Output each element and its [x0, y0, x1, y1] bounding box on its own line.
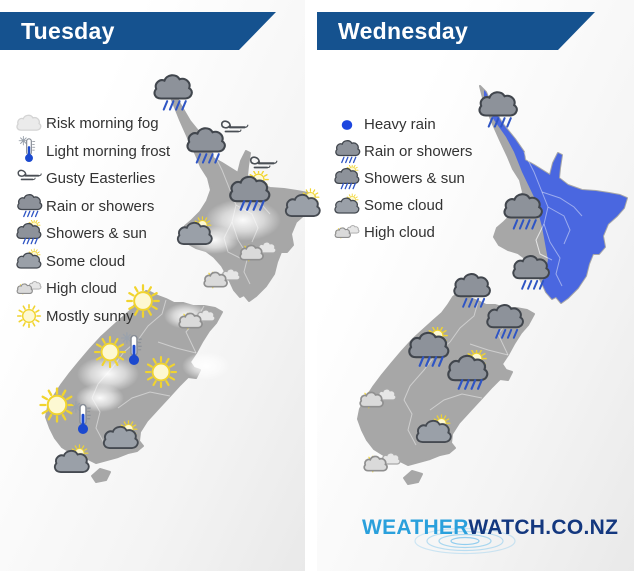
logo-text-light: WEATHER — [362, 516, 469, 539]
some-cloud-icon — [283, 186, 323, 226]
wednesday-title: Wednesday — [338, 17, 469, 44]
legend-label: High cloud — [46, 280, 117, 298]
rain-icon — [150, 71, 194, 115]
rain-icon — [509, 252, 551, 294]
rain-icon — [500, 190, 544, 234]
rain-icon — [475, 88, 519, 132]
some-cloud-icon — [101, 418, 141, 458]
legend-label: Rain or showers — [46, 197, 155, 215]
legend-label: Risk morning fog — [46, 115, 159, 133]
legend-label: Mostly sunny — [46, 307, 134, 325]
legend-label: Showers & sun — [46, 225, 147, 243]
some-cloud-icon — [12, 247, 46, 275]
logo-text-dark: WATCH.CO.NZ — [468, 516, 619, 539]
legend-wednesday: Heavy rain Rain or showers Showers & sun So… — [330, 111, 472, 246]
rain-icon — [183, 124, 227, 168]
high-cloud-icon — [361, 443, 403, 485]
legend-row: Some cloud — [12, 248, 170, 276]
legend-label: Gusty Easterlies — [46, 170, 156, 188]
rain-icon — [12, 192, 46, 220]
banner-tuesday: Tuesday — [0, 12, 276, 50]
showers-sun-icon — [445, 350, 491, 396]
frost-icon — [12, 136, 46, 166]
legend-label: Rain or showers — [364, 143, 473, 160]
sunny-icon — [141, 352, 181, 392]
high-cloud-icon — [330, 219, 364, 247]
legend-label: High cloud — [364, 224, 435, 241]
fog-icon — [12, 110, 46, 138]
legend-row: Some cloud — [330, 192, 472, 219]
showers-sun-icon — [330, 165, 364, 193]
logo-ripples-icon — [414, 527, 516, 555]
wind-icon — [12, 164, 46, 194]
legend-row: Light morning frost — [12, 138, 170, 166]
legend-row: High cloud — [330, 219, 472, 246]
banner-wednesday: Wednesday — [317, 12, 595, 50]
rain-icon — [330, 138, 364, 166]
legend-row: Mostly sunny — [12, 303, 170, 331]
high-cloud-icon — [176, 300, 218, 342]
fog-patch — [182, 352, 230, 380]
some-cloud-icon — [414, 412, 454, 452]
legend-label: Showers & sun — [364, 170, 465, 187]
legend-row: Rain or showers — [12, 193, 170, 221]
some-cloud-icon — [52, 442, 92, 482]
legend-row: High cloud — [12, 275, 170, 303]
legend-row: Showers & sun — [330, 165, 472, 192]
showers-sun-icon — [227, 171, 273, 217]
frost-icon — [64, 401, 102, 439]
high-cloud-icon — [201, 259, 243, 301]
legend-row: Rain or showers — [330, 138, 472, 165]
weatherwatch-logo: WEATHERWATCH.CO.NZ — [362, 516, 618, 540]
legend-tuesday: Risk morning fog Light morning frost Gusty… — [12, 110, 170, 330]
high-cloud-icon — [237, 232, 279, 274]
showers-sun-icon — [12, 220, 46, 248]
high-cloud-icon — [12, 275, 46, 303]
heavy-rain-icon — [330, 113, 364, 137]
legend-label: Light morning frost — [46, 142, 171, 160]
legend-label: Some cloud — [364, 197, 444, 214]
legend-label: Heavy rain — [364, 116, 436, 133]
legend-row: Gusty Easterlies — [12, 165, 170, 193]
rain-icon — [483, 301, 525, 343]
legend-label: Some cloud — [46, 252, 126, 270]
high-cloud-icon — [357, 379, 399, 421]
sunny-icon — [12, 301, 46, 331]
legend-row: Risk morning fog — [12, 110, 170, 138]
tuesday-title: Tuesday — [21, 17, 115, 44]
some-cloud-icon — [330, 192, 364, 220]
legend-row: Showers & sun — [12, 220, 170, 248]
legend-row: Heavy rain — [330, 111, 472, 138]
some-cloud-icon — [175, 214, 215, 254]
